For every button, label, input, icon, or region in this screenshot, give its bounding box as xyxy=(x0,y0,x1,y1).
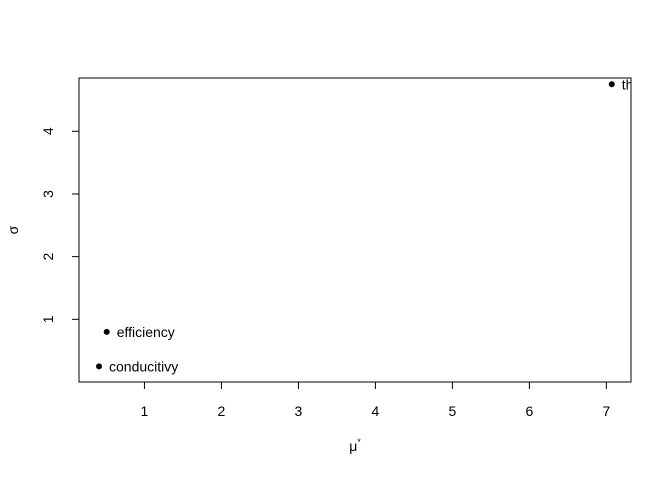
y-tick-label: 2 xyxy=(40,253,56,261)
plot-frame xyxy=(78,77,632,383)
x-tick-label: 5 xyxy=(448,403,456,419)
y-tick-label: 1 xyxy=(40,315,56,323)
point-label: efficiency xyxy=(117,324,175,340)
y-axis-label: σ xyxy=(5,225,21,234)
ticks-layer: 1 2 3 4 5 6 7 1 2 3 4 xyxy=(40,127,610,419)
points-layer: th efficiency conducitivy xyxy=(96,76,634,374)
x-axis-label-superscript: * xyxy=(357,437,361,447)
x-tick-label: 3 xyxy=(295,403,303,419)
data-point xyxy=(608,81,615,88)
data-point xyxy=(96,363,103,370)
x-tick-label: 1 xyxy=(141,403,149,419)
y-tick-label: 3 xyxy=(40,190,56,198)
x-tick-label: 2 xyxy=(218,403,226,419)
x-axis-label: μ* xyxy=(349,437,361,454)
point-label: conducitivy xyxy=(109,358,178,374)
y-tick-label: 4 xyxy=(40,127,56,135)
x-tick-label: 7 xyxy=(602,403,610,419)
x-tick-label: 4 xyxy=(372,403,380,419)
x-tick-label: 6 xyxy=(525,403,533,419)
point-label: th xyxy=(622,76,634,92)
x-axis-label-main: μ xyxy=(349,438,357,454)
data-point xyxy=(103,328,110,335)
